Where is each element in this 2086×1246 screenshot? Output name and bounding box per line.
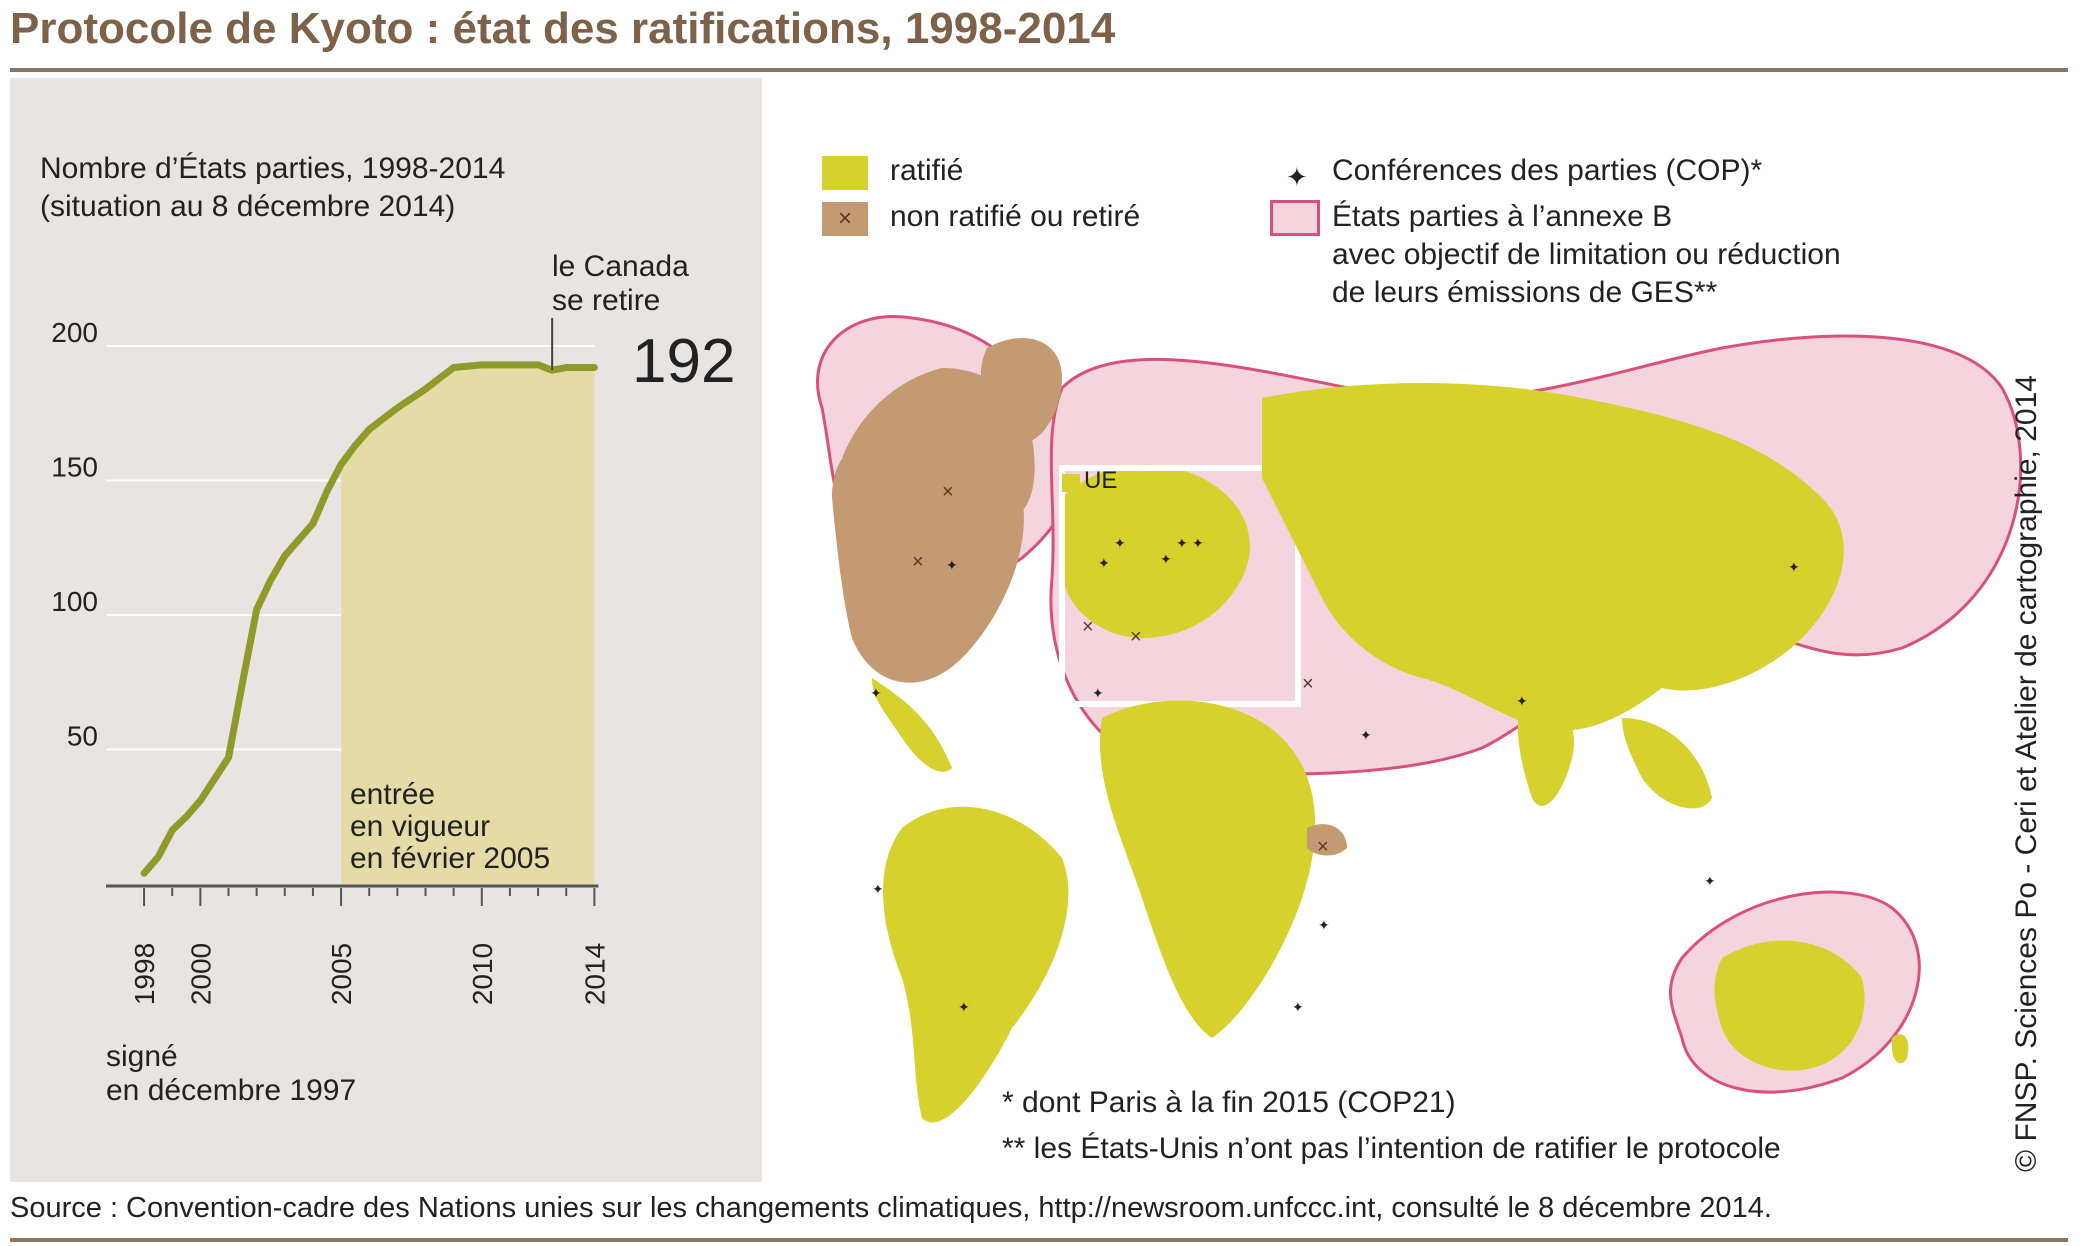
marker-palestine: × [1302, 673, 1314, 695]
chart-subheading: (situation au 8 décembre 2014) [40, 190, 456, 223]
land-central-america [872, 678, 952, 772]
in-force-note: entrée [350, 778, 436, 811]
marker-vatican: × [1130, 626, 1142, 648]
land-north-america-canada [842, 368, 1035, 520]
legend-annex-b-label: États parties à l’annexe B [1332, 200, 1673, 233]
signed-note: signé [106, 1040, 178, 1073]
legend-swatch-annex-b [1270, 200, 1320, 236]
ratification-chart: 50 100 150 200 1998 2000 2005 2010 2014 [51, 317, 610, 1005]
eu-label: UE [1084, 467, 1118, 494]
legend-not-ratified-label: non ratifié ou retiré [890, 200, 1141, 233]
cop-dot: ✦ [1098, 555, 1110, 571]
x-tick-label: 2014 [579, 943, 610, 1005]
cop-dot: ✦ [1704, 873, 1716, 889]
x-tick-label: 1998 [129, 943, 160, 1005]
legend-annex-b-label-3: de leurs émissions de GES** [1332, 276, 1718, 309]
land-africa [1100, 700, 1316, 1038]
y-tick-label: 150 [51, 452, 98, 483]
marker-canada: × [942, 481, 954, 503]
y-tick-label: 200 [51, 317, 98, 348]
legend-swatch-ratified [822, 156, 868, 190]
land-india [1517, 696, 1574, 806]
land-new-zealand [1892, 1034, 1909, 1064]
marker-south-sudan: × [1317, 836, 1329, 858]
signed-note-2: en décembre 1997 [106, 1074, 357, 1107]
x-tick-label: 2000 [185, 943, 216, 1005]
in-force-note-3: en février 2005 [350, 842, 551, 875]
land-south-america [883, 806, 1069, 1123]
chart-heading: Nombre d’États parties, 1998-2014 [40, 152, 506, 185]
top-rule [10, 68, 2068, 72]
world-map: × × × × × × ✦ ✦ ✦ ✦ ✦ ✦ ✦ ✦ ✦ ✦ ✦ ✦ ✦ ✦ … [816, 315, 2023, 1123]
cop-dot: ✦ [1292, 999, 1304, 1015]
footnote-usa: ** les États-Unis n’ont pas l’intention … [1002, 1132, 1781, 1165]
legend-swatch-not-ratified: × [822, 202, 868, 236]
footnote-cop: * dont Paris à la fin 2015 (COP21) [1002, 1086, 1456, 1119]
bottom-rule [10, 1238, 2068, 1242]
legend-annex-b-label-2: avec objectif de limitation ou réduction [1332, 238, 1841, 271]
cop-dot: ✦ [870, 685, 882, 701]
cop-dot: ✦ [1360, 727, 1372, 743]
canada-event-label: le Canada [552, 250, 689, 283]
canada-event-label-2: se retire [552, 284, 661, 317]
map-panel: ratifié × non ratifié ou retiré ✦ Confér… [762, 78, 2068, 1182]
final-value-label: 192 [632, 327, 736, 396]
cop-dot: ✦ [1318, 917, 1330, 933]
cop-dot: ✦ [958, 999, 970, 1015]
credit-text: © FNSP. Sciences Po - Ceri et Atelier de… [2010, 375, 2043, 1172]
land-southeast-asia [1622, 718, 1712, 809]
cop-dot: ✦ [1114, 535, 1126, 551]
legend-ratified-label: ratifié [890, 154, 964, 187]
chart-panel: Nombre d’États parties, 1998-2014 (situa… [10, 78, 762, 1182]
legend-cop-label: Conférences des parties (COP)* [1332, 154, 1763, 187]
x-tick-label: 2005 [326, 943, 357, 1005]
cop-dot: ✦ [1092, 685, 1104, 701]
y-tick-label: 50 [67, 721, 98, 752]
legend-cop-icon: ✦ [1286, 162, 1308, 192]
cop-dot: ✦ [1788, 559, 1800, 575]
x-tick-label: 2010 [467, 943, 498, 1005]
cop-dot: ✦ [1516, 693, 1528, 709]
source-text: Source : Convention-cadre des Nations un… [10, 1192, 1772, 1224]
y-tick-label: 100 [51, 586, 98, 617]
parties-series-line [140, 361, 598, 877]
in-force-shaded-area [341, 364, 595, 885]
cop-dot: ✦ [1192, 535, 1204, 551]
land-europe [1062, 464, 1250, 638]
page-title: Protocole de Kyoto : état des ratificati… [10, 4, 1116, 53]
cop-dot: ✦ [1160, 551, 1172, 567]
marker-usa: × [912, 551, 924, 573]
cop-dot: ✦ [872, 881, 884, 897]
land-australia [1714, 940, 1865, 1071]
land-south-sudan [1307, 824, 1347, 856]
eu-swatch [1062, 474, 1080, 492]
marker-andorra: × [1082, 616, 1094, 638]
land-asia [1262, 383, 1844, 731]
cop-dot: ✦ [1176, 535, 1188, 551]
cop-dot: ✦ [946, 557, 958, 573]
in-force-note-2: en vigueur [350, 810, 491, 843]
